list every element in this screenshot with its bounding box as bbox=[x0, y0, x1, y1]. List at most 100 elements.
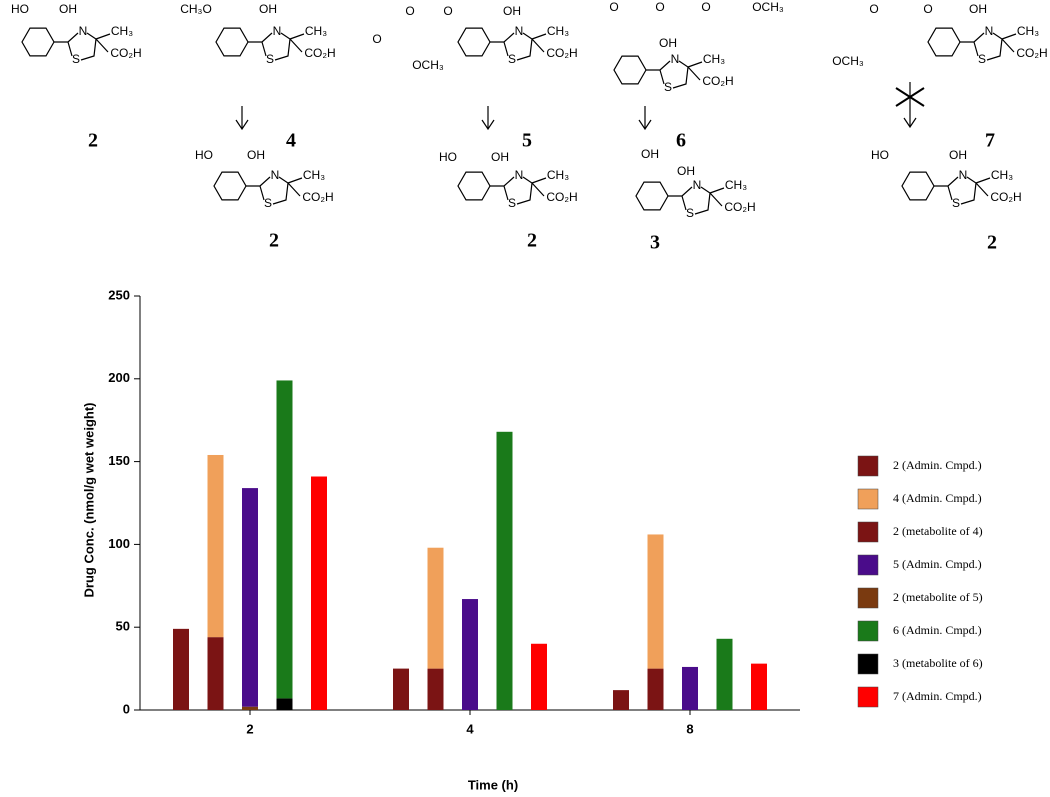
atom-label: O bbox=[372, 32, 381, 46]
benzene-ring bbox=[613, 55, 647, 85]
bar bbox=[311, 476, 327, 710]
atom-label: OH bbox=[949, 148, 967, 162]
thiazoline-ring bbox=[490, 32, 547, 61]
legend-swatch bbox=[857, 488, 879, 510]
y-axis-title: Drug Conc. (nmol/g wet weight) bbox=[81, 403, 96, 598]
atom-label: CH₃ bbox=[547, 24, 569, 38]
atom-label: OH bbox=[259, 2, 277, 16]
atom-label: O bbox=[701, 0, 710, 14]
atom-label: CO₂H bbox=[990, 190, 1021, 204]
legend-swatch bbox=[857, 587, 879, 609]
atom-label: OH bbox=[59, 2, 77, 16]
atom-label: CO₂H bbox=[1016, 46, 1047, 60]
atom-label: N bbox=[79, 24, 88, 38]
bar bbox=[496, 431, 513, 710]
atom-label: N bbox=[515, 168, 524, 182]
thiazoline-ring bbox=[490, 176, 547, 205]
atom-label: S bbox=[266, 52, 274, 66]
y-tick-label: 100 bbox=[108, 536, 130, 551]
atom-label: S bbox=[264, 196, 272, 210]
x-tick-label: 2 bbox=[246, 721, 253, 736]
atom-label: OH bbox=[491, 150, 509, 164]
atom-label: N bbox=[273, 24, 282, 38]
atom-label: CO₂H bbox=[304, 46, 335, 60]
atom-label: CH₃ bbox=[303, 168, 325, 182]
benzene-ring bbox=[21, 27, 55, 57]
atom-label: OH bbox=[677, 164, 695, 178]
atom-label: OH bbox=[247, 148, 265, 162]
atom-label: CO₂H bbox=[110, 46, 141, 60]
benzene-ring bbox=[635, 181, 669, 211]
legend-label: 2 (Admin. Cmpd.) bbox=[893, 458, 982, 472]
atom-label: OCH₃ bbox=[412, 58, 444, 72]
bar bbox=[276, 698, 293, 710]
legend-swatch bbox=[857, 686, 879, 708]
atom-label: HO bbox=[871, 148, 889, 162]
legend-label: 4 (Admin. Cmpd.) bbox=[893, 491, 982, 505]
thiazoline-ring bbox=[248, 32, 305, 61]
compound-number: 4 bbox=[286, 130, 296, 152]
thiazoline-ring bbox=[54, 32, 111, 61]
atom-label: O bbox=[923, 2, 932, 16]
legend-label: 5 (Admin. Cmpd.) bbox=[893, 557, 982, 571]
atom-label: S bbox=[72, 52, 80, 66]
atom-label: CH₃O bbox=[180, 2, 212, 16]
atom-label: CH₃ bbox=[547, 168, 569, 182]
compound-number: 5 bbox=[522, 130, 532, 152]
atom-label: CH₃ bbox=[1017, 24, 1039, 38]
compound-number: 2 bbox=[269, 230, 279, 252]
atom-label: O bbox=[443, 4, 452, 18]
legend-label: 7 (Admin. Cmpd.) bbox=[893, 689, 982, 703]
atom-label: OH bbox=[641, 147, 659, 161]
atom-label: O bbox=[609, 0, 618, 14]
atom-label: HO bbox=[439, 150, 457, 164]
y-tick-label: 150 bbox=[108, 453, 130, 468]
legend-swatch bbox=[857, 620, 879, 642]
legend-swatch bbox=[857, 521, 879, 543]
bar bbox=[207, 454, 224, 638]
bar bbox=[393, 668, 409, 710]
atom-label: CH₃ bbox=[703, 52, 725, 66]
atom-label: OCH₃ bbox=[832, 54, 864, 68]
bar bbox=[427, 668, 444, 710]
thiazoline-ring bbox=[960, 32, 1017, 61]
benzene-ring bbox=[901, 171, 935, 201]
bar bbox=[716, 638, 733, 710]
x-tick-label: 8 bbox=[686, 721, 693, 736]
y-tick-label: 200 bbox=[108, 370, 130, 385]
atom-label: CO₂H bbox=[546, 190, 577, 204]
atom-label: CO₂H bbox=[302, 190, 333, 204]
bar bbox=[613, 690, 629, 710]
atom-label: OCH₃ bbox=[752, 0, 784, 14]
atom-label: O bbox=[405, 4, 414, 18]
bar bbox=[276, 380, 293, 699]
atom-label: CH₃ bbox=[991, 168, 1013, 182]
atom-label: O bbox=[655, 0, 664, 14]
benzene-ring bbox=[213, 171, 247, 201]
x-axis-title: Time (h) bbox=[468, 777, 518, 792]
bar bbox=[531, 643, 547, 710]
atom-label: CO₂H bbox=[546, 46, 577, 60]
bar bbox=[647, 668, 664, 710]
atom-label: N bbox=[693, 178, 702, 192]
atom-label: OH bbox=[969, 2, 987, 16]
atom-label: N bbox=[271, 168, 280, 182]
atom-label: CH₃ bbox=[111, 24, 133, 38]
legend-label: 2 (metabolite of 5) bbox=[893, 590, 983, 604]
atom-label: N bbox=[985, 24, 994, 38]
bar bbox=[682, 666, 698, 710]
bar bbox=[647, 534, 664, 669]
thiazoline-ring bbox=[646, 60, 703, 89]
atom-label: N bbox=[959, 168, 968, 182]
bar bbox=[242, 488, 258, 707]
legend-label: 3 (metabolite of 6) bbox=[893, 656, 983, 670]
compound-number: 2 bbox=[527, 230, 537, 252]
compound-number: 3 bbox=[650, 232, 660, 254]
atom-label: S bbox=[664, 80, 672, 94]
compound-number: 2 bbox=[987, 232, 997, 254]
thiazoline-ring bbox=[246, 176, 303, 205]
atom-label: N bbox=[671, 52, 680, 66]
benzene-ring bbox=[927, 27, 961, 57]
bar bbox=[427, 547, 444, 669]
atom-label: HO bbox=[11, 2, 29, 16]
